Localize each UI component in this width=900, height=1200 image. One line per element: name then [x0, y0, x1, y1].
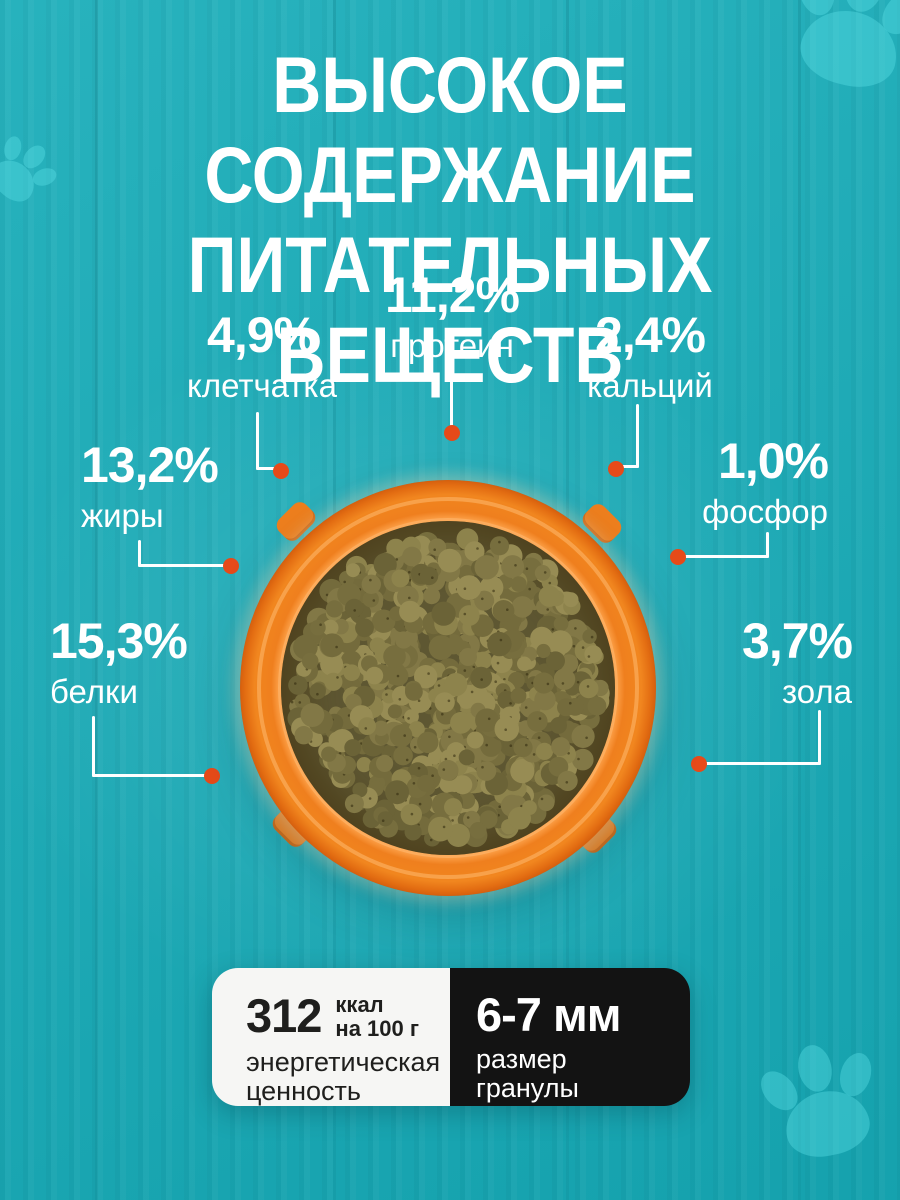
- callout-line: [702, 762, 821, 765]
- fats-label: жиры: [81, 497, 164, 534]
- ash-label: зола: [782, 673, 852, 710]
- callout-dot: [444, 425, 460, 441]
- callout-dot: [273, 463, 289, 479]
- phosphorus-value: 1,0%: [718, 433, 829, 489]
- energy-label: энергетическая ценность: [246, 1046, 441, 1106]
- granule-card: 6-7 мм размер гранулы: [450, 968, 690, 1106]
- callout-fiber: 4,9% клетчатка: [142, 310, 382, 404]
- wood-plank-seam: [798, 0, 801, 1200]
- callout-ash: 3,7% зола: [742, 613, 853, 710]
- paw-print-icon: [753, 1038, 889, 1170]
- wood-plank-seam: [95, 0, 98, 1200]
- callout-line: [636, 404, 639, 468]
- callout-dot: [670, 549, 686, 565]
- callout-line: [450, 377, 453, 426]
- callout-line: [766, 532, 769, 558]
- callout-phosphorus: 1,0% фосфор: [702, 433, 829, 530]
- bowl-inner-rim: [257, 497, 639, 879]
- fiber-label: клетчатка: [187, 367, 337, 404]
- callout-dot: [691, 756, 707, 772]
- granule-value: 6-7 мм: [476, 988, 622, 1041]
- kibble-pile: [281, 521, 615, 855]
- callout-dot: [608, 461, 624, 477]
- callout-line: [138, 564, 230, 567]
- callout-fats: 13,2% жиры: [81, 437, 219, 534]
- ash-value: 3,7%: [742, 613, 853, 669]
- callout-line: [619, 465, 639, 468]
- fats-value: 13,2%: [81, 437, 219, 493]
- callout-calcium: 2,4% кальций: [530, 310, 770, 404]
- title-line-2: ПИТАТЕЛЬНЫХ ВЕЩЕСТВ: [187, 220, 713, 400]
- calcium-value: 2,4%: [595, 307, 706, 363]
- proteins-value: 15,3%: [50, 613, 188, 669]
- protein-value: 11,2%: [384, 267, 520, 323]
- callout-dot: [223, 558, 239, 574]
- title-line-1: ВЫСОКОЕ СОДЕРЖАНИЕ: [204, 40, 696, 220]
- callout-line: [256, 412, 259, 470]
- callout-line: [818, 710, 821, 765]
- energy-value: 312: [246, 989, 322, 1043]
- callout-proteins: 15,3% белки: [50, 613, 188, 710]
- page-title: ВЫСОКОЕ СОДЕРЖАНИЕ ПИТАТЕЛЬНЫХ ВЕЩЕСТВ: [63, 40, 837, 400]
- energy-card: 312 ккал на 100 г энергетическая ценност…: [212, 968, 450, 1106]
- phosphorus-label: фосфор: [702, 493, 828, 530]
- paw-print-icon: [0, 129, 64, 215]
- callout-line: [138, 540, 141, 567]
- fiber-value: 4,9%: [207, 307, 318, 363]
- kibble-texture: [287, 528, 610, 848]
- callout-line: [256, 467, 280, 470]
- protein-label: протеин: [390, 327, 514, 364]
- info-cards: 312 ккал на 100 г энергетическая ценност…: [212, 968, 690, 1106]
- callout-dot: [204, 768, 220, 784]
- proteins-label: белки: [50, 673, 138, 710]
- callout-line: [681, 555, 769, 558]
- callout-protein: 11,2% протеин: [332, 270, 572, 364]
- callout-line: [92, 774, 210, 777]
- callout-line: [92, 716, 95, 777]
- granule-label: размер гранулы: [476, 1043, 579, 1104]
- energy-unit: ккал на 100 г: [335, 992, 420, 1041]
- calcium-label: кальций: [587, 367, 713, 404]
